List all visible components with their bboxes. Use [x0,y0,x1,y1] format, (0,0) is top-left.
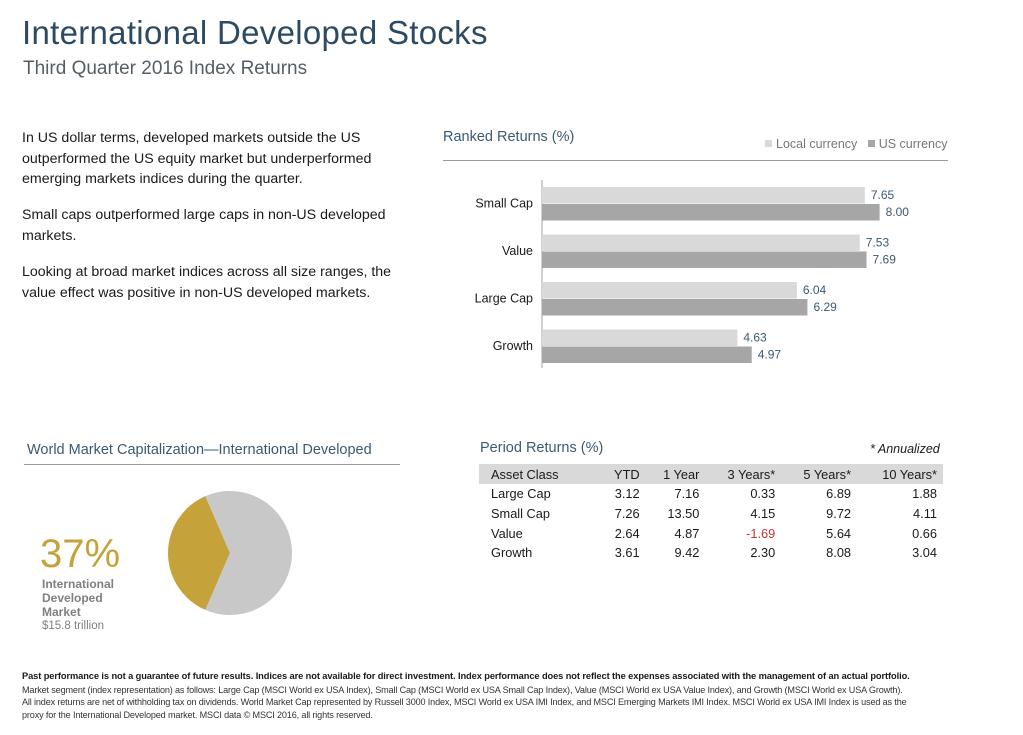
bar-us [542,204,880,221]
market-cap-title: World Market Capitalization—Internationa… [27,442,372,458]
table-cell: 2.30 [750,545,776,561]
table-cell: 1.88 [912,486,937,502]
table-row: Large Cap 3.12 7.16 0.33 6.89 1.88 [479,484,943,504]
ranked-divider [443,160,948,161]
legend-item-local: Local currency [765,137,857,151]
column-header: YTD [601,464,646,484]
column-header: 5 Years* [781,464,858,484]
legend-label-us: US currency [878,137,948,151]
column-header: 10 Years* [857,464,943,484]
chart-marks: Small Cap 7.65 8.00 Value 7.53 7.69 Large Cap 6… [475,187,910,363]
table-cell: 8.08 [826,545,852,561]
table-cell: 3.61 [614,545,640,561]
table-cell: Large Cap [491,486,551,502]
bar-value-label: 4.63 [743,331,767,345]
disclaimer-bold: Past performance is not a guarantee of f… [22,671,910,681]
table-cell: Growth [491,545,533,561]
page-subtitle: Third Quarter 2016 Index Returns [23,58,308,79]
table-cell: 2.64 [614,525,640,541]
table-cell: Small Cap [491,506,551,522]
bar-local [542,282,797,299]
pie-percent: 37% [40,532,121,576]
bar-us [542,251,867,268]
pie-value: $15.8 trillion [42,620,105,632]
pie-slice-other [205,491,292,615]
intro-paragraph-2: Small caps outperformed large caps in no… [22,207,386,244]
pie-slice-international [168,496,230,610]
bar-local [542,329,738,346]
table-cell: 4.11 [913,506,937,522]
bar-value-label: 4.97 [758,348,782,362]
legend-label-local: Local currency [776,137,858,151]
table-cell: 3.04 [912,545,937,561]
period-returns-title: Period Returns (%) [480,440,604,456]
pie-label: International Developed Market [42,577,115,619]
column-header: 3 Years* [705,464,782,484]
category-label: Large Cap [475,292,533,306]
table-cell: 6.89 [826,486,852,502]
annualized-note: * Annualized [870,442,940,456]
chart-legend: Local currency US currency [765,137,948,151]
period-returns-table: Asset Class YTD 1 Year 3 Years* 5 Years*… [479,464,943,563]
bar-value-label: 8.00 [886,205,910,219]
disclaimer-text: Market segment (index representation) as… [22,685,907,720]
table-cell: 0.33 [750,486,776,502]
bar-value-label: 7.69 [873,253,897,267]
table-row: Growth 3.61 9.42 2.30 8.08 3.04 [479,543,943,563]
table-cell: 4.87 [674,525,700,541]
page-title: International Developed Stocks [22,14,488,51]
bar-us [542,346,752,363]
table-cell: Value [491,525,523,541]
table-cell: 5.64 [826,525,852,541]
category-label: Value [502,244,533,258]
column-header: 1 Year [645,464,706,484]
ranked-returns-chart: Small Cap 7.65 8.00 Value 7.53 7.69 Large Cap 6… [475,180,910,368]
table-cell: 7.26 [614,506,640,522]
bar-us [542,299,808,316]
market-cap-divider [24,464,400,465]
legend-item-us: US currency [867,137,948,151]
column-header: Asset Class [479,464,601,484]
bar-value-label: 7.53 [866,236,890,250]
table-row: Small Cap 7.26 13.50 4.15 9.72 4.11 [479,504,943,524]
table-header-row: Asset Class YTD 1 Year 3 Years* 5 Years*… [479,464,943,484]
bar-local [542,187,865,204]
bar-value-label: 7.65 [871,188,895,202]
intro-paragraph-1: In US dollar terms, developed markets ou… [22,130,372,187]
bar-value-label: 6.29 [813,300,837,314]
bar-value-label: 6.04 [803,283,827,297]
table-cell: 13.50 [667,506,700,522]
category-label: Small Cap [475,197,533,211]
market-cap-pie-chart [168,491,292,615]
ranked-returns-title: Ranked Returns (%) [443,129,575,145]
table-cell: 7.16 [674,486,700,502]
category-label: Growth [493,339,533,353]
bar-local [542,234,860,251]
table-cell-negative: -1.69 [746,525,776,541]
table-row: Value 2.64 4.87 -1.69 5.64 0.66 [479,523,943,543]
legend-swatch-local [765,140,772,147]
table-cell: 0.66 [912,525,937,541]
table-cell: 9.72 [826,506,852,522]
table-cell: 4.15 [750,506,776,522]
intro-paragraph-3: Looking at broad market indices across a… [22,264,392,301]
table-cell: 3.12 [614,486,640,502]
legend-swatch-us [867,140,875,147]
table-cell: 9.42 [674,545,700,561]
